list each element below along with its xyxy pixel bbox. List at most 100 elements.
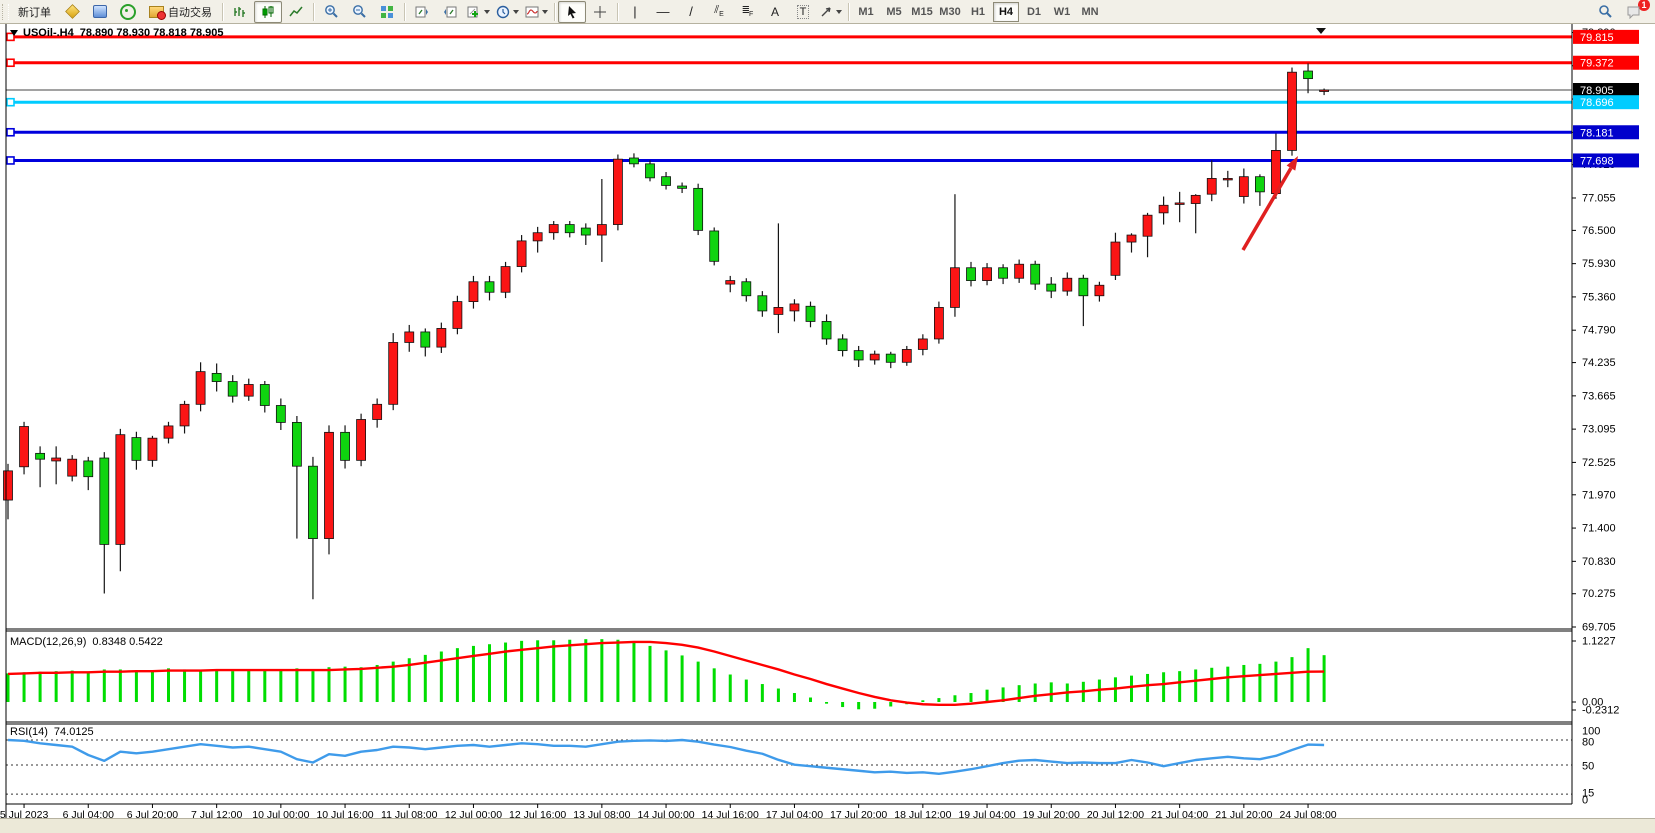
new-order-button[interactable]: 新订单	[11, 1, 58, 23]
svg-text:5 Jul 2023: 5 Jul 2023	[0, 809, 48, 821]
svg-text:71.400: 71.400	[1582, 523, 1616, 535]
svg-text:-0.2312: -0.2312	[1582, 705, 1619, 717]
notification-badge: 1	[1638, 0, 1650, 11]
rsi-value: 74.0125	[53, 726, 94, 738]
svg-text:1.1227: 1.1227	[1582, 636, 1616, 648]
svg-text:14 Jul 16:00: 14 Jul 16:00	[702, 809, 759, 821]
profiles-clock-dropdown[interactable]	[493, 1, 522, 23]
signal-icon[interactable]	[114, 1, 142, 23]
line-chart-icon[interactable]	[282, 1, 310, 23]
zoom-out-icon[interactable]	[345, 1, 373, 23]
svg-text:24 Jul 08:00: 24 Jul 08:00	[1279, 809, 1336, 821]
svg-text:78.181: 78.181	[1580, 127, 1614, 139]
svg-text:19 Jul 20:00: 19 Jul 20:00	[1023, 809, 1080, 821]
svg-text:0.00: 0.00	[1582, 697, 1603, 709]
svg-text:6 Jul 20:00: 6 Jul 20:00	[127, 809, 179, 821]
svg-text:21 Jul 20:00: 21 Jul 20:00	[1215, 809, 1272, 821]
svg-text:17 Jul 20:00: 17 Jul 20:00	[830, 809, 887, 821]
fibonacci-icon[interactable]: ≣F	[741, 5, 754, 18]
zoom-in-icon[interactable]	[317, 1, 345, 23]
svg-text:69.705: 69.705	[1582, 622, 1616, 634]
svg-text:74.790: 74.790	[1582, 325, 1616, 337]
tf-w1-button[interactable]: W1	[1053, 5, 1071, 18]
macd-values: 0.8348 0.5422	[92, 636, 163, 648]
autotrade-icon	[149, 5, 166, 20]
cursor-icon[interactable]	[558, 0, 586, 23]
text-label-icon[interactable]: T	[789, 1, 817, 23]
svg-text:78.905: 78.905	[1580, 85, 1614, 97]
svg-text:78.696: 78.696	[1580, 97, 1614, 109]
arrange-left-icon[interactable]	[408, 1, 436, 23]
svg-text:73.095: 73.095	[1582, 424, 1616, 436]
tf-m1-button[interactable]: M1	[858, 5, 874, 18]
trendline-icon[interactable]: /	[689, 4, 693, 19]
terminal-icon[interactable]	[86, 1, 114, 23]
svg-text:74.235: 74.235	[1582, 357, 1616, 369]
candle-chart-icon[interactable]	[254, 0, 282, 23]
svg-text:75.930: 75.930	[1582, 258, 1616, 270]
toolbar-grip[interactable]	[2, 3, 9, 20]
svg-text:14 Jul 00:00: 14 Jul 00:00	[637, 809, 694, 821]
symbol-label: USOil-.H4	[23, 27, 74, 39]
svg-text:70.830: 70.830	[1582, 556, 1616, 568]
svg-text:21 Jul 04:00: 21 Jul 04:00	[1151, 809, 1208, 821]
svg-text:12 Jul 00:00: 12 Jul 00:00	[445, 809, 502, 821]
new-order-label: 新订单	[18, 6, 51, 19]
svg-text:11 Jul 08:00: 11 Jul 08:00	[381, 809, 438, 821]
risk-diamond-icon[interactable]	[58, 1, 86, 23]
autotrade-button[interactable]: 自动交易	[142, 1, 219, 23]
text-icon[interactable]: A	[770, 4, 779, 19]
arrange-right-icon[interactable]	[436, 1, 464, 23]
svg-text:18 Jul 12:00: 18 Jul 12:00	[894, 809, 951, 821]
svg-text:6 Jul 04:00: 6 Jul 04:00	[63, 809, 115, 821]
search-icon[interactable]	[1591, 1, 1619, 23]
rsi-header: RSI(14) 74.0125	[10, 726, 94, 738]
svg-text:80: 80	[1582, 737, 1594, 749]
chat-icon[interactable]: 1	[1619, 0, 1650, 23]
main-toolbar: 新订单 自动交易	[0, 0, 1655, 24]
svg-text:76.500: 76.500	[1582, 225, 1616, 237]
svg-text:79.372: 79.372	[1580, 58, 1614, 70]
svg-text:70.275: 70.275	[1582, 588, 1616, 600]
svg-text:73.665: 73.665	[1582, 390, 1616, 402]
svg-text:7 Jul 12:00: 7 Jul 12:00	[191, 809, 243, 821]
svg-text:10 Jul 16:00: 10 Jul 16:00	[316, 809, 373, 821]
svg-text:72.525: 72.525	[1582, 457, 1616, 469]
svg-text:75.360: 75.360	[1582, 291, 1616, 303]
vertical-line-icon[interactable]: |	[633, 4, 637, 19]
tf-m15-button[interactable]: M15	[911, 5, 933, 18]
svg-text:20 Jul 12:00: 20 Jul 12:00	[1087, 809, 1144, 821]
autotrade-label: 自动交易	[168, 6, 212, 19]
tf-h1-button[interactable]: H1	[970, 5, 986, 18]
chart-menu-triangle-icon[interactable]	[10, 30, 18, 36]
svg-text:100: 100	[1582, 726, 1600, 738]
equidistant-channel-icon[interactable]: ⫽E	[714, 4, 724, 19]
horizontal-line-icon[interactable]: —	[656, 4, 670, 19]
templates-dropdown[interactable]	[522, 1, 551, 23]
svg-text:17 Jul 04:00: 17 Jul 04:00	[766, 809, 823, 821]
tile-windows-icon[interactable]	[373, 1, 401, 23]
tf-m5-button[interactable]: M5	[886, 5, 902, 18]
tf-m30-button[interactable]: M30	[939, 5, 961, 18]
svg-text:19 Jul 04:00: 19 Jul 04:00	[958, 809, 1015, 821]
svg-text:12 Jul 16:00: 12 Jul 16:00	[509, 809, 566, 821]
tf-h4-button[interactable]: H4	[993, 1, 1019, 22]
svg-text:0: 0	[1582, 795, 1588, 807]
svg-text:10 Jul 00:00: 10 Jul 00:00	[252, 809, 309, 821]
svg-text:50: 50	[1582, 761, 1594, 773]
rsi-title: RSI(14)	[10, 726, 48, 738]
svg-text:77.698: 77.698	[1580, 155, 1614, 167]
crosshair-icon[interactable]	[586, 1, 614, 23]
svg-text:77.055: 77.055	[1582, 192, 1616, 204]
macd-header: MACD(12,26,9) 0.8348 0.5422	[10, 636, 163, 648]
bar-chart-icon[interactable]	[226, 1, 254, 23]
macd-title: MACD(12,26,9)	[10, 636, 87, 648]
svg-text:71.970: 71.970	[1582, 489, 1616, 501]
tf-d1-button[interactable]: D1	[1026, 5, 1042, 18]
new-chart-dropdown[interactable]	[464, 1, 493, 23]
tf-mn-button[interactable]: MN	[1081, 5, 1099, 18]
svg-text:79.815: 79.815	[1580, 32, 1614, 44]
arrows-dropdown[interactable]	[817, 1, 845, 23]
